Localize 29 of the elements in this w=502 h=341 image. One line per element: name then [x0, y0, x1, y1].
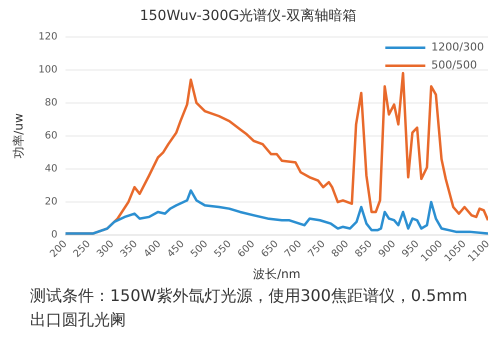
x-tick-label: 650 [259, 238, 281, 260]
x-tick-label: 400 [142, 238, 164, 260]
x-tick-label: 200 [48, 238, 70, 260]
y-tick-label: 100 [38, 64, 58, 76]
legend-label: 500/500 [431, 58, 478, 72]
chart-title: 150Wuv-300G光谱仪-双离轴暗箱 [140, 8, 356, 24]
y-tick-label: 80 [44, 98, 58, 108]
x-tick-label: 700 [282, 238, 304, 260]
y-tick-label: 20 [44, 196, 58, 208]
x-tick-label: 800 [330, 238, 352, 260]
x-tick-label: 300 [95, 238, 116, 260]
x-tick-label: 900 [376, 238, 398, 260]
text: 测试条件：150W紫外氙灯光源，使用300焦距谱仪，0.5mm出口圆孔光阑 [30, 285, 469, 331]
x-tick-label: 350 [118, 238, 140, 260]
y-axis-title: 功率/uw [11, 113, 26, 159]
y-tick-label: 60 [44, 130, 58, 142]
x-tick-label: 600 [236, 238, 258, 260]
legend-label: 1200/300 [431, 40, 484, 54]
y-tick-label: 120 [38, 31, 58, 42]
x-tick-label: 750 [306, 238, 328, 260]
x-axis-title: 波长/nm [253, 266, 300, 281]
x-tick-label: 950 [400, 238, 422, 260]
x-tick-label: 250 [72, 238, 93, 260]
x-tick-label: 450 [166, 238, 187, 260]
x-tick-label: 850 [353, 238, 375, 260]
x-tick-label: 550 [212, 238, 234, 260]
y-tick-label: 0 [51, 230, 58, 241]
x-tick-label: 500 [189, 238, 210, 260]
y-tick-label: 40 [44, 164, 58, 175]
